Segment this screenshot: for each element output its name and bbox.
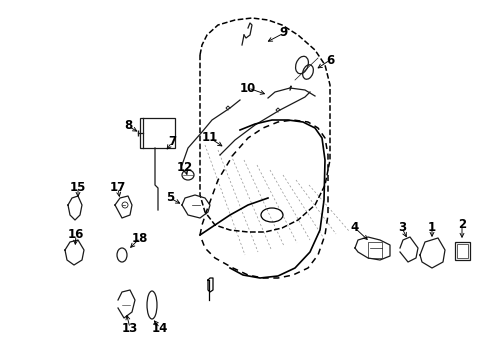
Text: 13: 13 bbox=[122, 321, 138, 334]
Text: 12: 12 bbox=[177, 162, 193, 175]
Bar bbox=[454, 242, 469, 260]
Text: 15: 15 bbox=[70, 181, 86, 194]
Bar bbox=[367, 242, 381, 258]
Text: 14: 14 bbox=[151, 321, 168, 334]
Text: 8: 8 bbox=[123, 120, 132, 132]
Text: 11: 11 bbox=[202, 131, 218, 144]
Text: 6: 6 bbox=[325, 54, 333, 67]
Text: 16: 16 bbox=[68, 229, 84, 242]
Text: 17: 17 bbox=[110, 181, 126, 194]
Text: 2: 2 bbox=[457, 219, 465, 231]
Text: 9: 9 bbox=[279, 27, 287, 40]
Text: 18: 18 bbox=[132, 231, 148, 244]
Text: 3: 3 bbox=[397, 221, 405, 234]
Text: 4: 4 bbox=[350, 221, 358, 234]
Text: 10: 10 bbox=[240, 81, 256, 94]
Text: 1: 1 bbox=[427, 221, 435, 234]
Text: 5: 5 bbox=[165, 192, 174, 204]
Bar bbox=[140, 118, 175, 148]
Bar bbox=[456, 244, 467, 258]
Text: 7: 7 bbox=[167, 135, 176, 148]
